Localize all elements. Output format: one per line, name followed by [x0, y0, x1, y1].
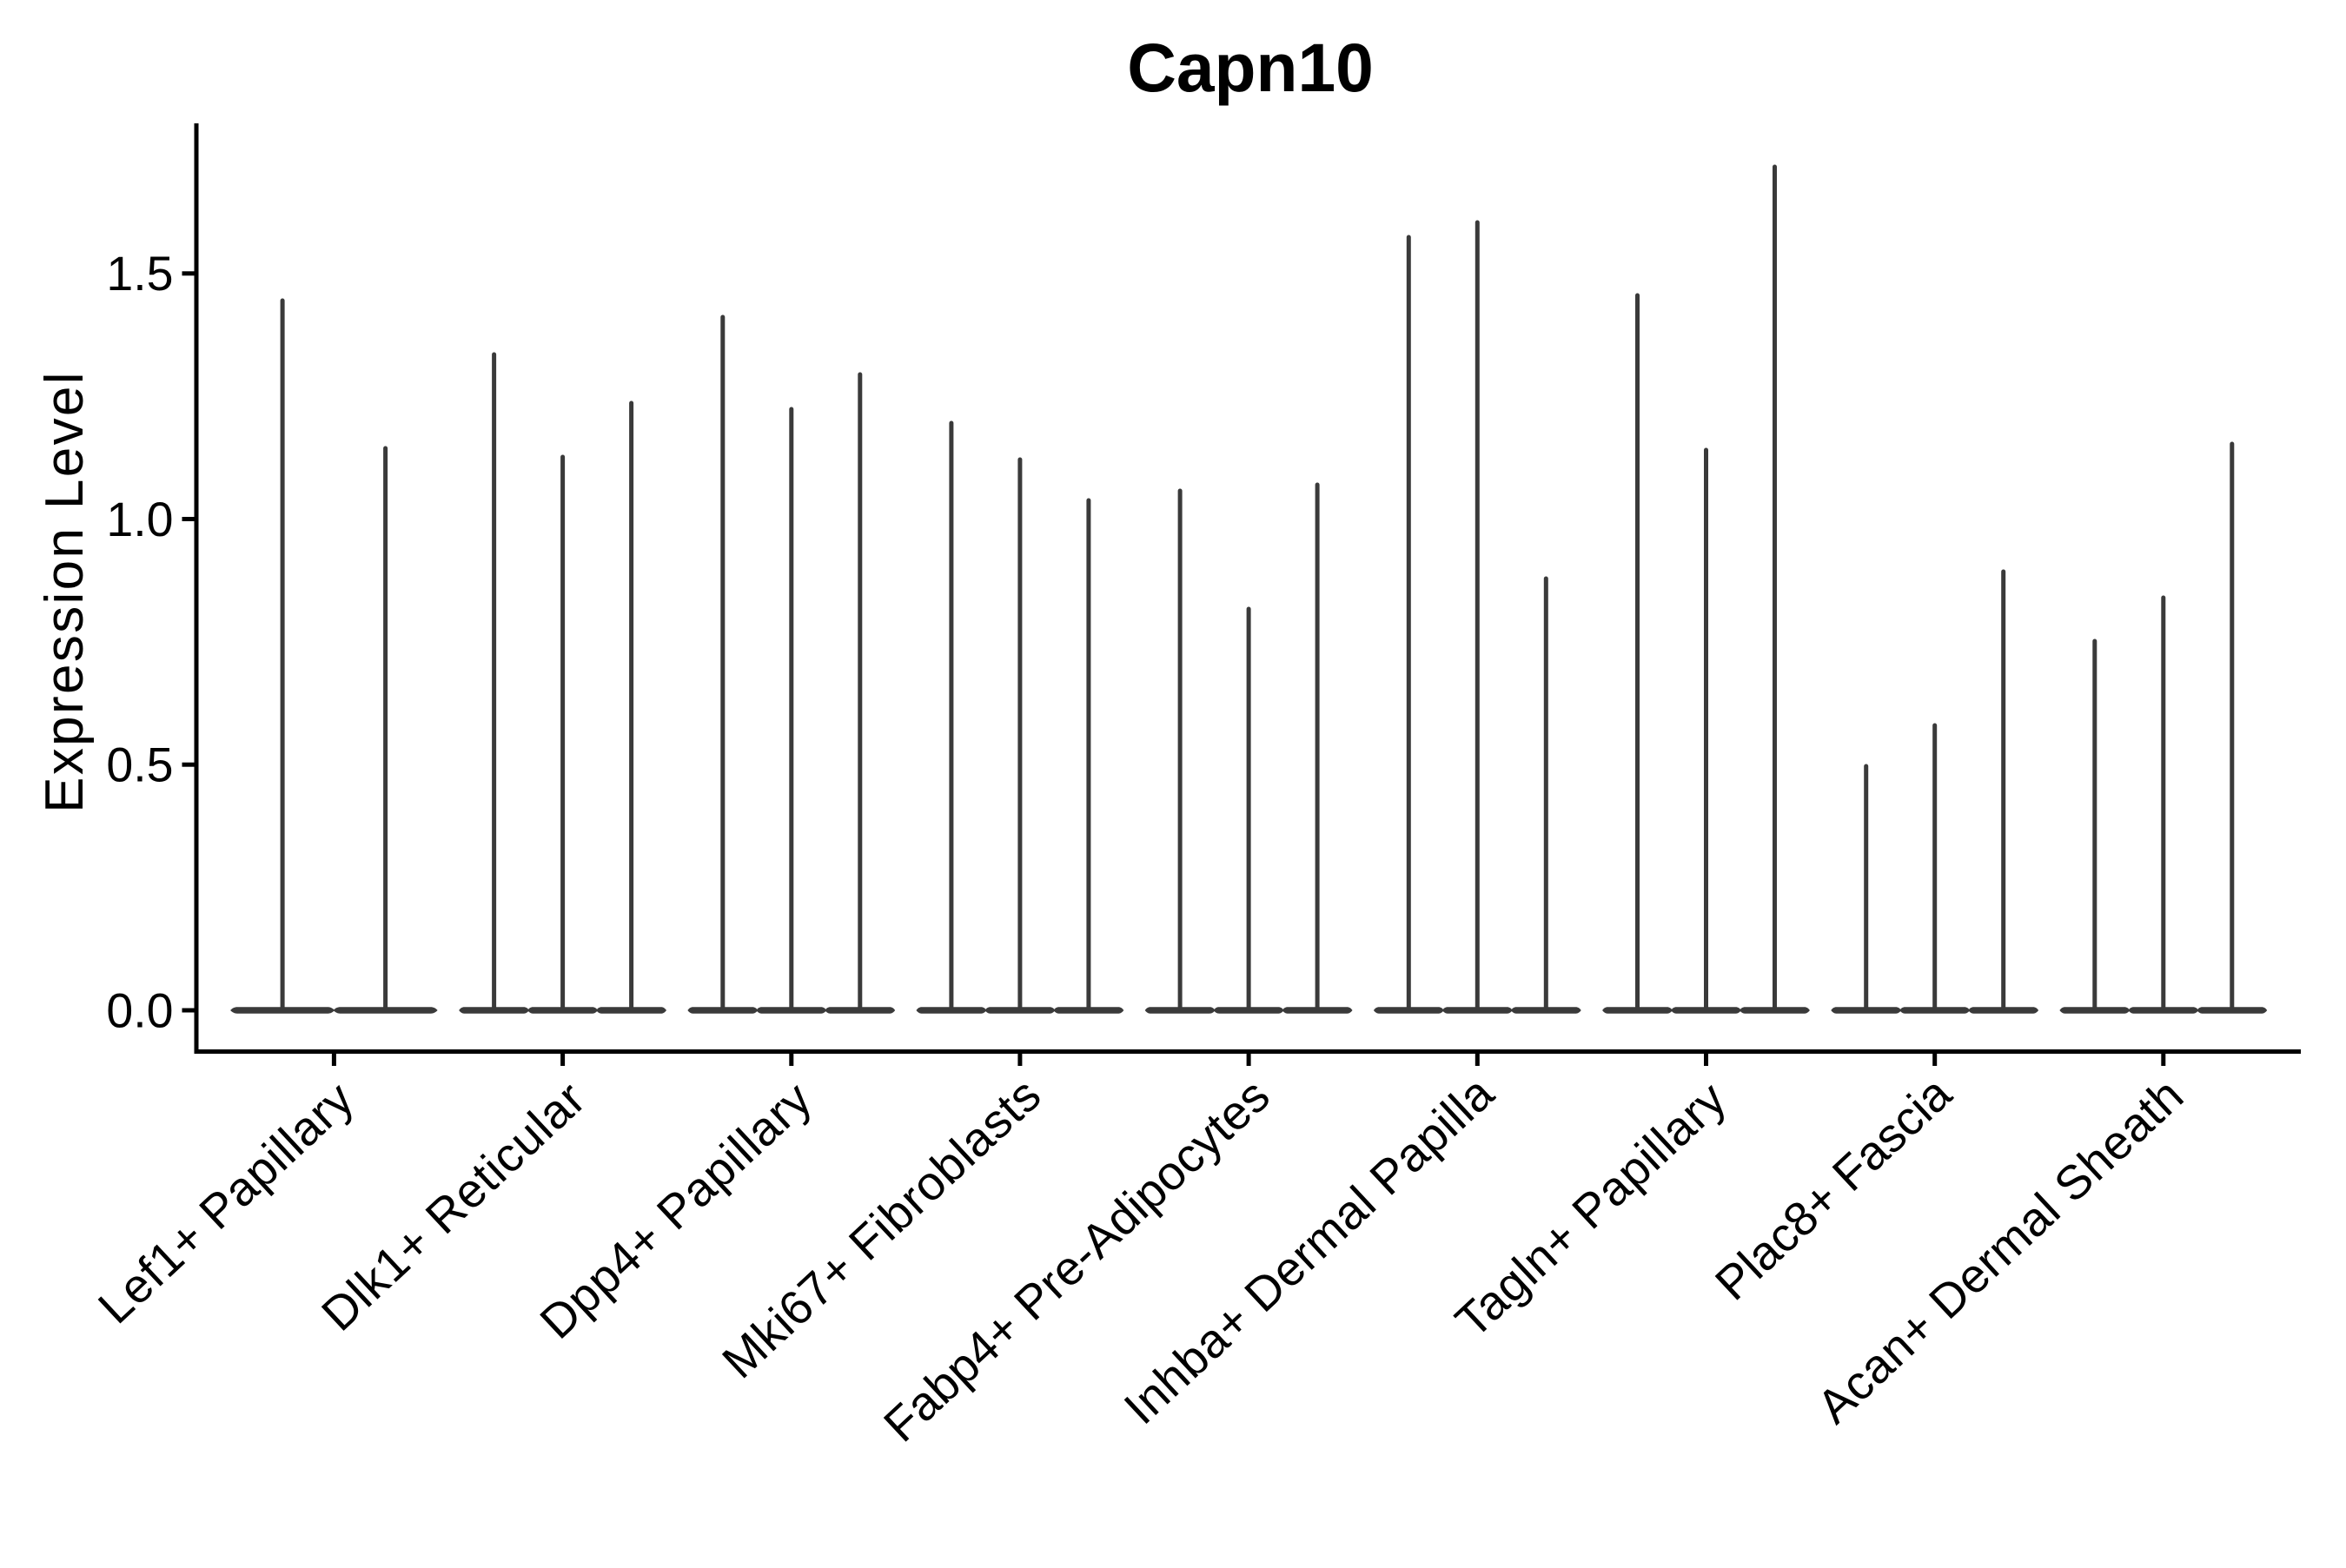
svg-text:0.5: 0.5: [106, 738, 173, 792]
svg-text:Capn10: Capn10: [1127, 30, 1374, 106]
svg-text:0.0: 0.0: [106, 983, 173, 1037]
svg-text:1.0: 1.0: [106, 493, 173, 546]
svg-text:1.5: 1.5: [106, 247, 173, 301]
svg-text:Expression Level: Expression Level: [35, 370, 95, 813]
